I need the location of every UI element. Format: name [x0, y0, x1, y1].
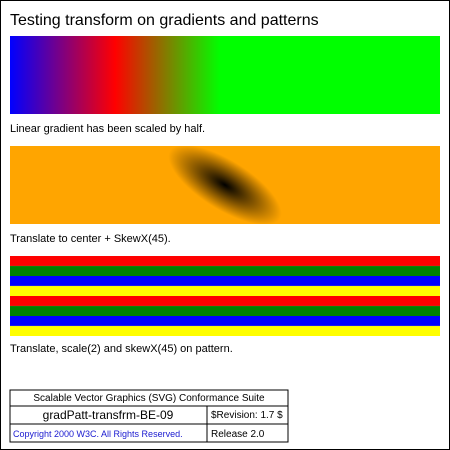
legend-frame [9, 389, 289, 443]
test-title: Testing transform on gradients and patte… [10, 12, 319, 29]
radial-gradient-rect [10, 146, 440, 224]
legend-suite-title: Scalable Vector Graphics (SVG) Conforman… [33, 393, 265, 404]
linear-gradient-caption: Linear gradient has been scaled by half. [10, 123, 205, 135]
linear-gradient-rect [10, 36, 440, 114]
radial-gradient-caption: Translate to center + SkewX(45). [10, 233, 171, 245]
pattern-caption: Translate, scale(2) and skewX(45) on pat… [10, 343, 233, 355]
pattern-rect [10, 256, 440, 336]
legend-test-name: gradPatt-transfrm-BE-09 [43, 408, 174, 422]
legend-release: Release 2.0 [211, 429, 265, 440]
legend-box: Scalable Vector Graphics (SVG) Conforman… [9, 389, 289, 443]
legend-revision: $Revision: 1.7 $ [211, 410, 283, 421]
legend-copyright: Copyright 2000 W3C. All Rights Reserved. [13, 429, 183, 439]
